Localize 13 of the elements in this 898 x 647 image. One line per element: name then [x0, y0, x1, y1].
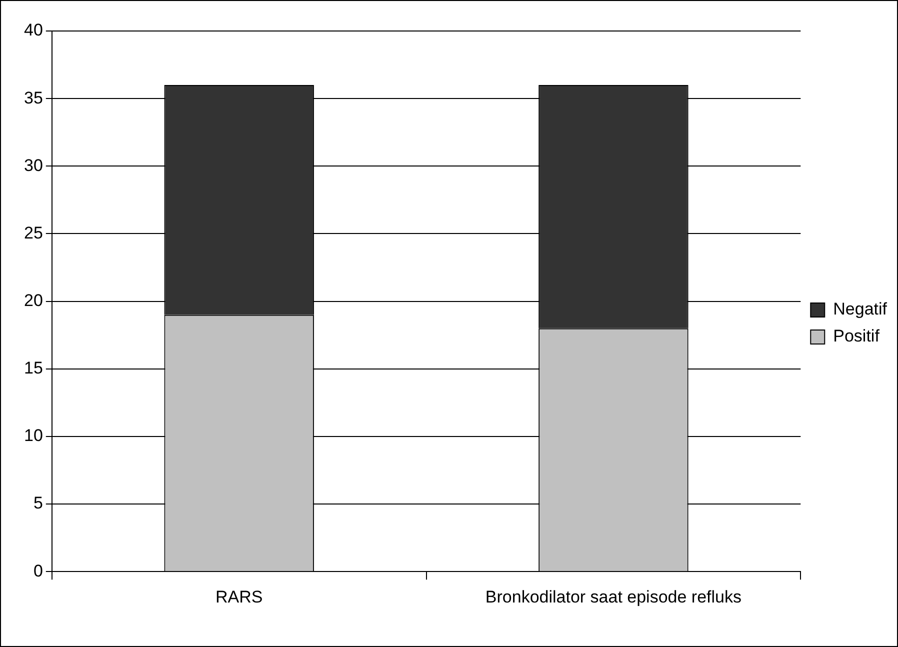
y-tick-label: 30	[24, 156, 43, 175]
legend-label: Negatif	[833, 300, 888, 319]
y-tick-label: 40	[24, 20, 43, 40]
y-tick-label: 10	[24, 426, 43, 446]
x-tick-label: RARS	[215, 587, 263, 606]
y-tick-label: 15	[24, 358, 43, 378]
legend-label: Positif	[833, 326, 880, 346]
y-tick-label: 0	[33, 561, 43, 580]
y-tick-label: 25	[24, 223, 43, 242]
y-tick-label: 20	[24, 290, 43, 310]
x-tick-label: Bronkodilator saat episode refluks	[485, 587, 742, 606]
y-tick-label: 35	[24, 88, 43, 108]
y-tick-label: 5	[33, 494, 43, 513]
